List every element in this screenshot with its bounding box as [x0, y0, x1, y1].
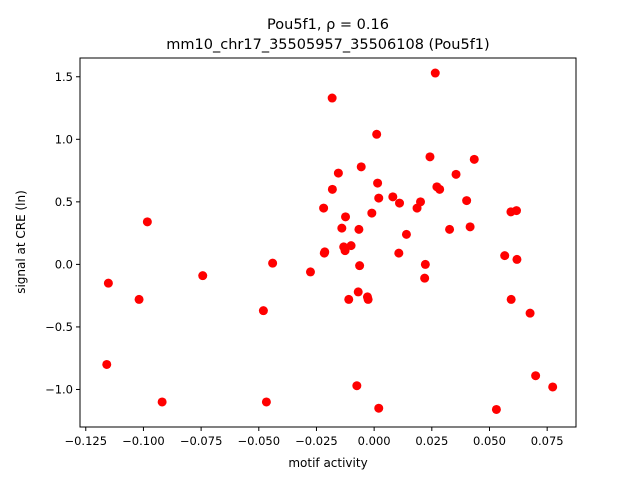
data-point-1 — [103, 278, 113, 288]
data-point-48 — [462, 196, 472, 206]
data-point-40 — [420, 273, 430, 283]
y-tick-label: 0.0 — [55, 257, 73, 271]
x-tick-label: −0.125 — [64, 434, 107, 448]
y-axis-label: signal at CRE (ln) — [14, 190, 28, 294]
data-point-18 — [340, 246, 350, 256]
data-point-4 — [157, 397, 167, 407]
data-point-47 — [451, 169, 461, 179]
data-point-16 — [337, 223, 347, 233]
data-point-0 — [102, 359, 112, 369]
plot-frame — [79, 57, 577, 428]
data-point-9 — [305, 267, 315, 277]
x-tick-label: −0.075 — [180, 434, 223, 448]
x-tick-label: −0.025 — [295, 434, 338, 448]
data-point-13 — [327, 93, 337, 103]
x-axis-ticks: −0.125 −0.100 −0.075 −0.050 −0.025 0.000 0.025… — [64, 427, 564, 448]
data-point-37 — [401, 229, 411, 239]
data-point-20 — [344, 294, 354, 304]
data-point-45 — [435, 184, 445, 194]
x-tick-label: 0.050 — [473, 434, 506, 448]
data-point-34 — [388, 192, 398, 202]
data-point-6 — [258, 306, 268, 316]
data-point-14 — [327, 184, 337, 194]
data-point-33 — [374, 403, 384, 413]
data-point-42 — [425, 152, 435, 162]
x-tick-label: 0.075 — [531, 434, 564, 448]
data-point-39 — [416, 197, 426, 207]
data-point-56 — [512, 254, 522, 264]
data-point-55 — [511, 206, 521, 216]
data-point-49 — [465, 222, 475, 232]
data-point-19 — [341, 212, 351, 222]
data-point-30 — [372, 129, 382, 139]
data-point-54 — [506, 294, 516, 304]
data-point-23 — [353, 287, 363, 297]
data-point-59 — [548, 382, 558, 392]
x-tick-label: 0.025 — [415, 434, 448, 448]
data-point-52 — [500, 251, 510, 261]
data-point-28 — [363, 294, 373, 304]
x-tick-label: −0.100 — [122, 434, 165, 448]
data-point-43 — [430, 68, 440, 78]
y-tick-label: −1.0 — [45, 382, 73, 396]
data-point-57 — [525, 308, 535, 318]
data-point-2 — [134, 294, 144, 304]
data-point-35 — [394, 248, 404, 258]
data-point-10 — [319, 203, 329, 213]
data-point-50 — [469, 154, 479, 164]
chart-title-line2: mm10_chr17_35505957_35506108 (Pou5f1) — [166, 37, 489, 53]
x-tick-label: 0.000 — [358, 434, 391, 448]
data-point-21 — [346, 241, 356, 251]
data-point-51 — [491, 404, 501, 414]
data-point-24 — [354, 224, 364, 234]
y-tick-label: −0.5 — [45, 320, 73, 334]
data-point-15 — [333, 168, 343, 178]
data-points — [102, 68, 558, 414]
data-point-25 — [355, 261, 365, 271]
chart-title-line1: Pou5f1, ρ = 0.16 — [267, 17, 389, 33]
data-point-7 — [261, 397, 271, 407]
data-point-46 — [445, 224, 455, 234]
data-point-29 — [367, 208, 377, 218]
data-point-22 — [352, 381, 362, 391]
data-point-8 — [268, 258, 278, 268]
data-point-3 — [142, 217, 152, 227]
y-tick-label: 1.0 — [55, 132, 73, 146]
y-axis-ticks: −1.0 −0.5 0.0 0.5 1.0 1.5 — [45, 70, 80, 396]
data-point-31 — [373, 178, 383, 188]
y-tick-label: 1.5 — [55, 70, 73, 84]
data-point-26 — [356, 162, 366, 172]
data-point-41 — [420, 259, 430, 269]
data-point-36 — [395, 198, 405, 208]
data-point-5 — [198, 271, 208, 281]
data-point-58 — [531, 371, 541, 381]
x-axis-label: motif activity — [288, 456, 367, 470]
x-tick-label: −0.050 — [238, 434, 281, 448]
data-point-32 — [374, 193, 384, 203]
y-tick-label: 0.5 — [55, 195, 73, 209]
data-point-12 — [320, 247, 330, 257]
